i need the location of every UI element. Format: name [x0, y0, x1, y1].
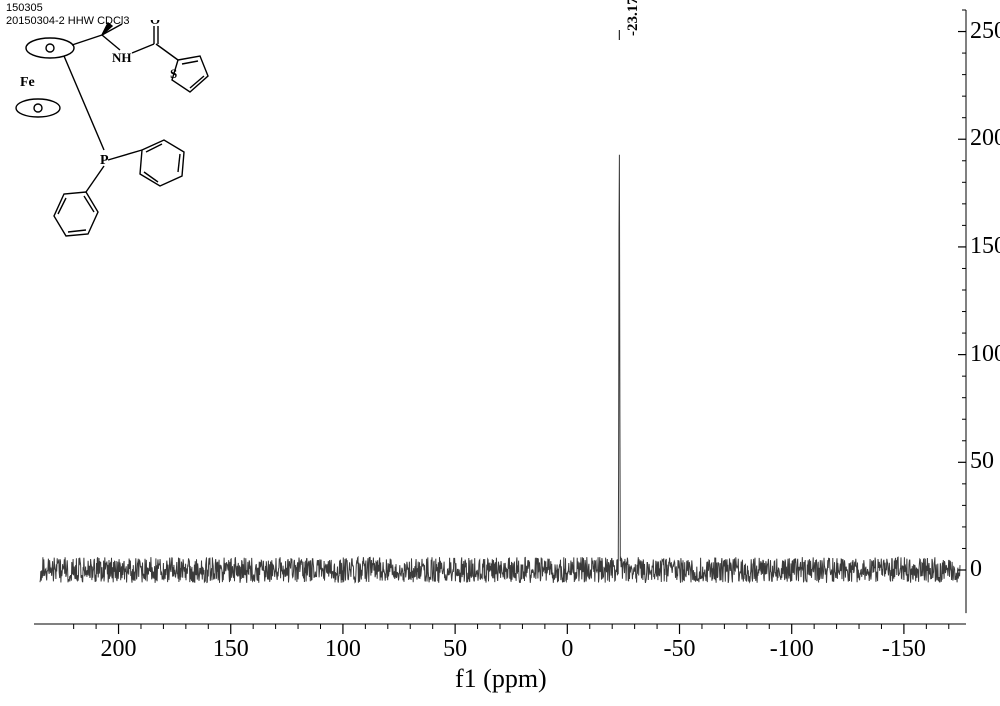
svg-text:NH: NH [112, 50, 132, 65]
x-tick-label: 200 [101, 636, 137, 663]
y-tick-label: 50 [970, 448, 994, 475]
y-tick-label: 250 [970, 18, 1000, 45]
x-tick-label: 50 [443, 636, 467, 663]
x-tick-label: 0 [561, 636, 573, 663]
x-tick-label: 100 [325, 636, 361, 663]
molecule-structure: Fe NH O S P [12, 20, 232, 255]
sample-id: 150305 [6, 2, 43, 14]
x-axis-label: f1 (ppm) [455, 664, 547, 694]
svg-text:S: S [170, 66, 177, 81]
x-tick-label: -50 [664, 636, 696, 663]
y-tick-label: 150 [970, 233, 1000, 260]
x-tick-label: -150 [882, 636, 926, 663]
y-tick-label: 0 [970, 556, 982, 583]
y-tick-label: 100 [970, 341, 1000, 368]
x-tick-label: -100 [770, 636, 814, 663]
svg-text:P: P [100, 153, 109, 168]
svg-text:O: O [150, 20, 160, 27]
x-tick-label: 150 [213, 636, 249, 663]
y-tick-label: 200 [970, 125, 1000, 152]
svg-text:Fe: Fe [20, 75, 35, 90]
peak-label: -23.170 [625, 0, 642, 36]
